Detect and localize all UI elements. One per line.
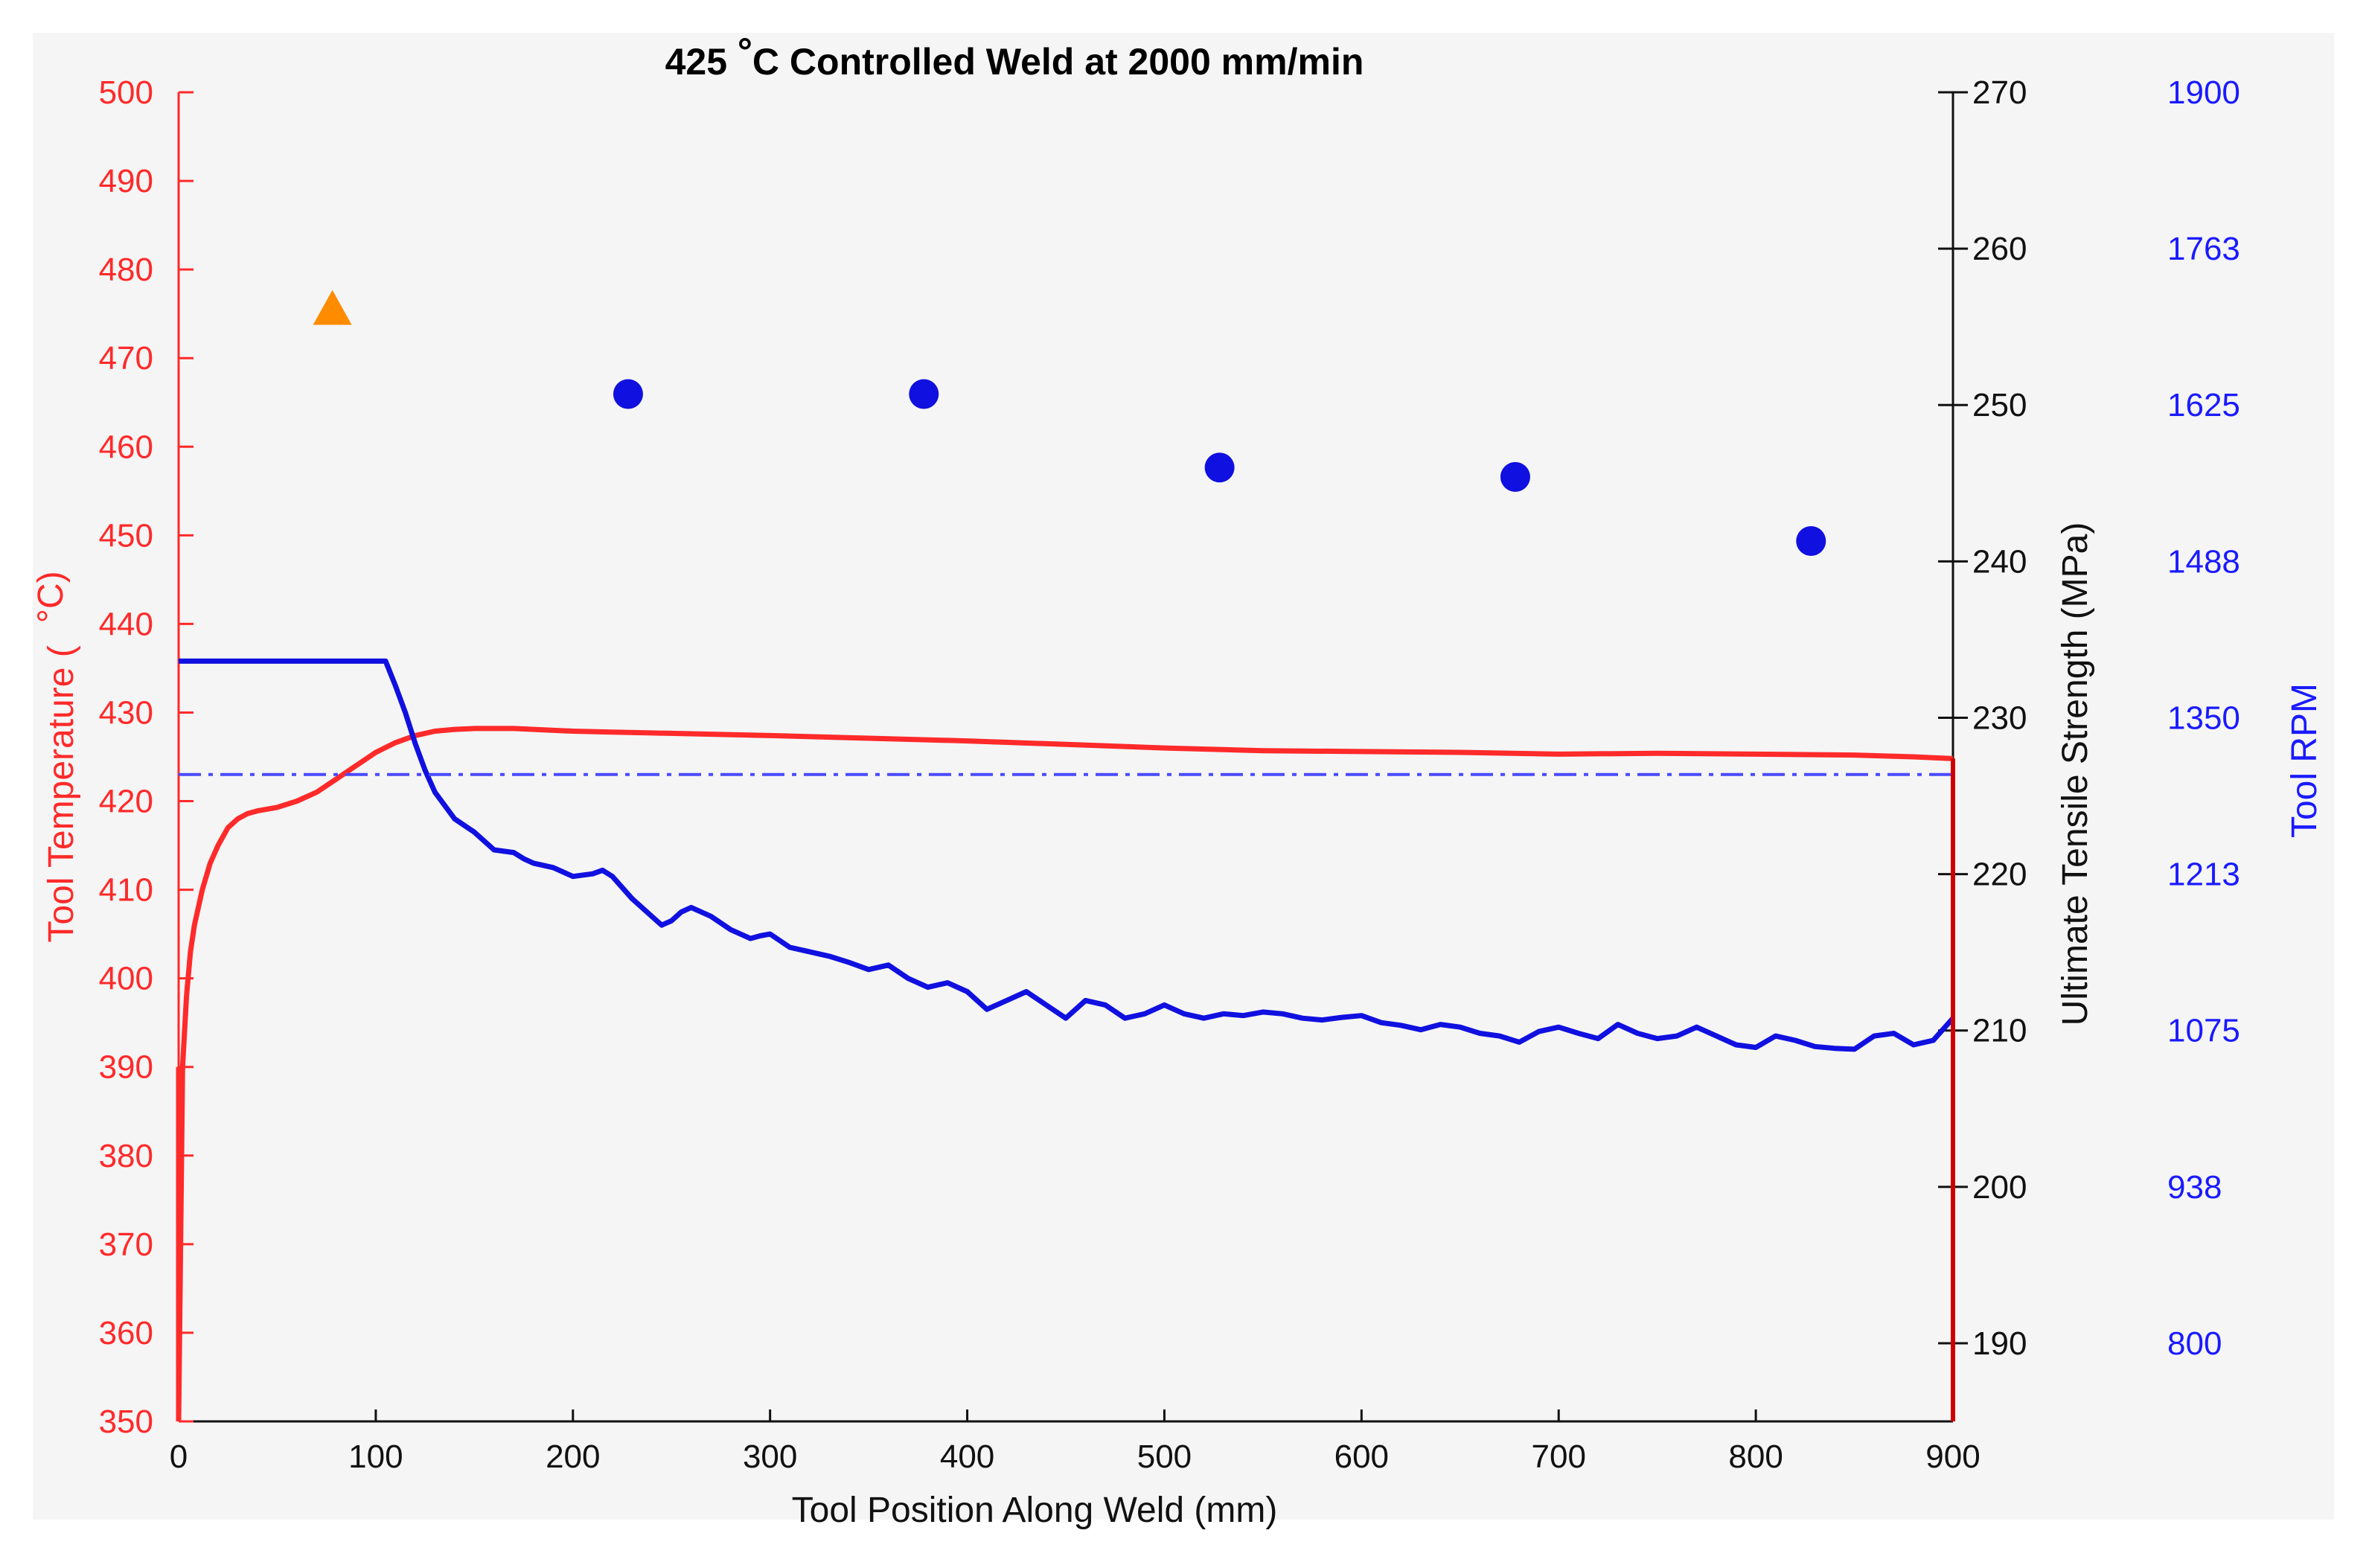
left-tick-label: 430 [99, 694, 153, 731]
x-tick-label: 0 [170, 1439, 188, 1475]
uts-point [1204, 452, 1235, 483]
right-tick-label: 1075 [2167, 1013, 2240, 1049]
right-tick-label: 1625 [2167, 387, 2240, 423]
left-tick-label: 360 [99, 1315, 153, 1351]
mid-axis-label: Ultimate Tensile Strength (MPa) [2056, 522, 2095, 1026]
right-tick-label: 1213 [2167, 857, 2240, 893]
mid-tick-label: 270 [1972, 74, 2027, 111]
mid-tick-label: 230 [1972, 700, 2027, 736]
mid-tick-label: 200 [1972, 1169, 2027, 1206]
left-tick-label: 500 [99, 74, 153, 111]
uts-point [1500, 461, 1530, 492]
right-tick-label: 1763 [2167, 231, 2240, 267]
x-tick-label: 500 [1137, 1439, 1192, 1475]
left-tick-label: 480 [99, 252, 153, 288]
mid-tick-label: 240 [1972, 543, 2027, 580]
chart-title: 425 °C Controlled Weld at 2000 mm/min [665, 31, 1364, 83]
left-tick-label: 420 [99, 784, 153, 820]
mid-tick-label: 190 [1972, 1325, 2027, 1362]
left-tick-label: 450 [99, 517, 153, 554]
rpm-line [179, 658, 1955, 1052]
temperature-line [176, 726, 1954, 1422]
markers-layer [313, 289, 1826, 557]
right-ticks: 800 938 1075 1213 1350 1488 1625 1763 1900 [2167, 74, 2240, 1362]
x-tick-label: 600 [1334, 1439, 1389, 1475]
left-tick-label: 380 [99, 1138, 153, 1174]
x-tick-label: 800 [1728, 1439, 1783, 1475]
mid-ticks: 190 200 210 220 230 240 250 260 270 [1938, 74, 2027, 1362]
x-ticks: 0 100 200 300 400 500 600 700 800 900 [170, 1409, 1981, 1475]
chart-background [33, 33, 2334, 1520]
left-tick-label: 410 [99, 872, 153, 909]
x-tick-label: 400 [940, 1439, 994, 1475]
left-tick-label: 370 [99, 1226, 153, 1263]
x-tick-label: 900 [1925, 1439, 1980, 1475]
uts-point [613, 379, 643, 409]
triangle-marker [313, 289, 352, 325]
mid-tick-label: 220 [1972, 857, 2027, 893]
mid-tick-label: 210 [1972, 1013, 2027, 1049]
right-tick-label: 800 [2167, 1325, 2222, 1362]
right-tick-label: 938 [2167, 1169, 2222, 1206]
left-tick-label: 350 [99, 1404, 153, 1440]
left-tick-label: 390 [99, 1049, 153, 1086]
right-tick-label: 1488 [2167, 543, 2240, 580]
right-axis-label: Tool RPM [2285, 683, 2324, 838]
left-tick-label: 440 [99, 606, 153, 642]
uts-point [1796, 526, 1826, 557]
left-tick-label: 460 [99, 429, 153, 465]
mid-tick-label: 250 [1972, 387, 2027, 423]
mid-tick-label: 260 [1972, 231, 2027, 267]
left-axis-label: Tool Temperature (°C) [31, 571, 81, 942]
series-layer [176, 658, 1955, 1422]
x-tick-label: 100 [348, 1439, 403, 1475]
left-tick-label: 400 [99, 961, 153, 997]
left-tick-label: 470 [99, 340, 153, 377]
x-tick-label: 200 [546, 1439, 600, 1475]
left-ticks: 350 360 370 380 390 400 410 420 430 440 450 460 470 4… [99, 74, 194, 1440]
right-tick-label: 1350 [2167, 700, 2240, 736]
uts-point [909, 379, 939, 409]
x-tick-label: 700 [1532, 1439, 1586, 1475]
x-axis-label: Tool Position Along Weld (mm) [792, 1491, 1278, 1530]
x-tick-label: 300 [743, 1439, 797, 1475]
right-tick-label: 1900 [2167, 74, 2240, 111]
left-tick-label: 490 [99, 163, 153, 199]
